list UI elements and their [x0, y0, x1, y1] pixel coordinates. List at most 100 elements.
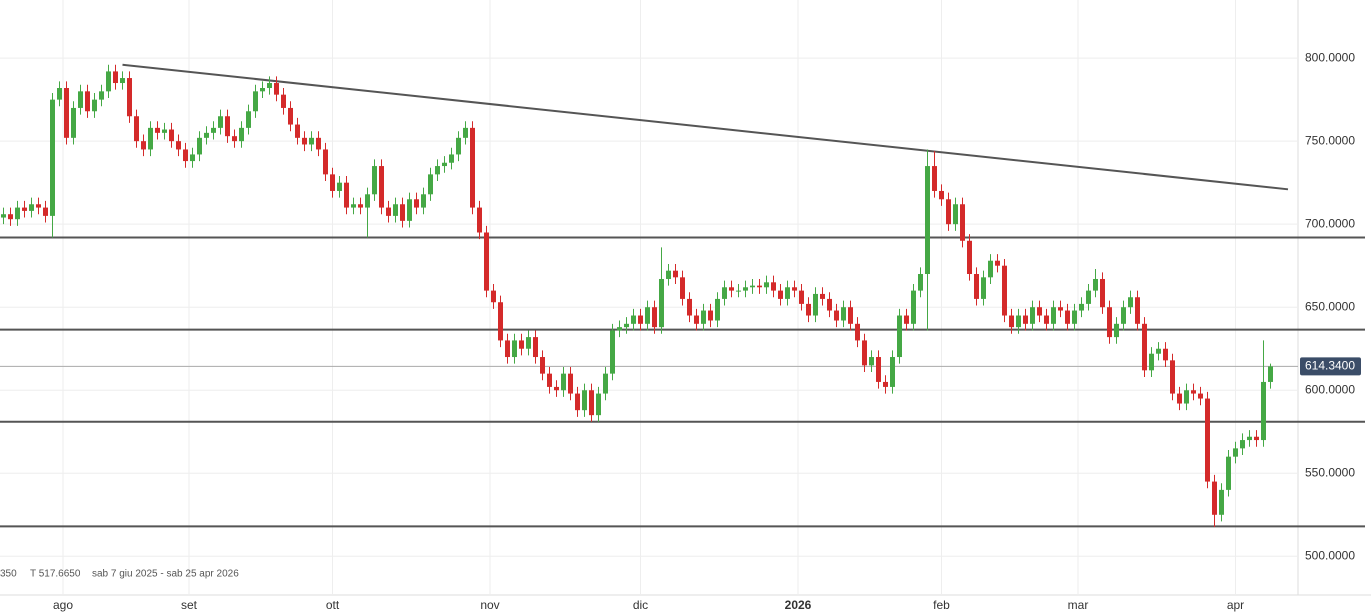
- candle-body: [1114, 323, 1119, 338]
- candle-body: [743, 287, 748, 291]
- candle-body: [645, 307, 650, 324]
- candle-body: [883, 381, 888, 387]
- candle-body: [701, 310, 706, 324]
- candle-body: [232, 136, 237, 142]
- candle-body: [274, 83, 279, 95]
- candle-body: [981, 277, 986, 299]
- candle-body: [211, 127, 216, 133]
- candle-body: [953, 204, 958, 225]
- candle-body: [939, 190, 944, 200]
- candle-body: [344, 182, 349, 208]
- candle-body: [393, 204, 398, 216]
- candle-body: [183, 149, 188, 162]
- candle-body: [995, 260, 1000, 266]
- candle-body: [365, 194, 370, 208]
- candle-body: [372, 166, 377, 195]
- candle-body: [799, 290, 804, 304]
- candle-body: [43, 207, 48, 216]
- candle-body: [176, 141, 181, 150]
- candle-body: [337, 182, 342, 191]
- candle-body: [316, 137, 321, 150]
- candle-body: [1184, 390, 1189, 404]
- y-tick-label: 650.0000: [1305, 299, 1355, 313]
- candle-body: [526, 337, 531, 349]
- candle-body: [386, 207, 391, 216]
- candle-body: [1121, 307, 1126, 324]
- candle-body: [792, 287, 797, 291]
- candle-body: [428, 174, 433, 195]
- candle-body: [1149, 353, 1154, 371]
- candle-body: [659, 278, 664, 328]
- candle-body: [302, 137, 307, 145]
- info-text: sab 7 giu 2025 - sab 25 apr 2026: [92, 569, 239, 580]
- candle-body: [1002, 265, 1007, 316]
- y-tick-label: 700.0000: [1305, 216, 1355, 230]
- candle-body: [519, 340, 524, 349]
- candle-body: [897, 315, 902, 358]
- candle-body: [554, 386, 559, 391]
- candle-body: [673, 270, 678, 278]
- candle-body: [1142, 323, 1147, 371]
- candle-body: [239, 127, 244, 142]
- candle-body: [1268, 366, 1273, 382]
- candle-body: [491, 290, 496, 303]
- candle-body: [1044, 315, 1049, 324]
- candle-body: [323, 149, 328, 175]
- candle-body: [155, 127, 160, 133]
- candle-body: [1156, 348, 1161, 354]
- candle-body: [463, 127, 468, 138]
- candle-body: [967, 240, 972, 275]
- candle-body: [680, 277, 685, 299]
- candle-body: [575, 393, 580, 411]
- trend-line: [122, 63, 1289, 191]
- candle-body: [414, 199, 419, 208]
- candle-body: [638, 315, 643, 324]
- candle-body: [1170, 360, 1175, 394]
- candle-body: [1191, 390, 1196, 394]
- candle-body: [813, 293, 818, 316]
- candle-body: [120, 78, 125, 84]
- candle-body: [190, 154, 195, 162]
- candle-body: [1163, 348, 1168, 361]
- candle-body: [757, 285, 762, 288]
- candle-body: [113, 71, 118, 84]
- candle-body: [925, 166, 930, 275]
- candle-body: [85, 91, 90, 112]
- candle-body: [57, 88, 62, 100]
- candle-body: [456, 137, 461, 155]
- candle-body: [204, 132, 209, 138]
- candle-body: [771, 282, 776, 291]
- candle-body: [379, 166, 384, 208]
- candle-body: [1072, 310, 1077, 324]
- candle-body: [484, 232, 489, 291]
- candle-body: [1205, 398, 1210, 482]
- y-tick-label: 550.0000: [1305, 465, 1355, 479]
- candle-body: [1093, 278, 1098, 291]
- candle-body: [1219, 489, 1224, 515]
- x-tick-label: feb: [933, 598, 950, 612]
- candle-body: [1240, 440, 1245, 449]
- candle-body: [764, 282, 769, 288]
- candle-body: [64, 88, 69, 138]
- candle-body: [1086, 290, 1091, 304]
- candle-body: [911, 290, 916, 324]
- candle-body: [106, 71, 111, 92]
- x-tick-label: set: [181, 598, 198, 612]
- candle-body: [36, 204, 41, 208]
- x-tick-label: ott: [326, 598, 340, 612]
- candle-body: [855, 323, 860, 341]
- candle-body: [134, 116, 139, 142]
- candle-body: [470, 127, 475, 208]
- candle-body: [330, 174, 335, 191]
- candle-body: [1065, 310, 1070, 324]
- candle-body: [29, 204, 34, 211]
- y-tick-label: 800.0000: [1305, 50, 1355, 64]
- candle-body: [253, 91, 258, 112]
- candle-body: [547, 373, 552, 387]
- candle-body: [841, 307, 846, 321]
- candle-body: [169, 129, 174, 142]
- candle-body: [141, 141, 146, 150]
- x-tick-label: apr: [1227, 598, 1244, 612]
- candle-body: [589, 390, 594, 416]
